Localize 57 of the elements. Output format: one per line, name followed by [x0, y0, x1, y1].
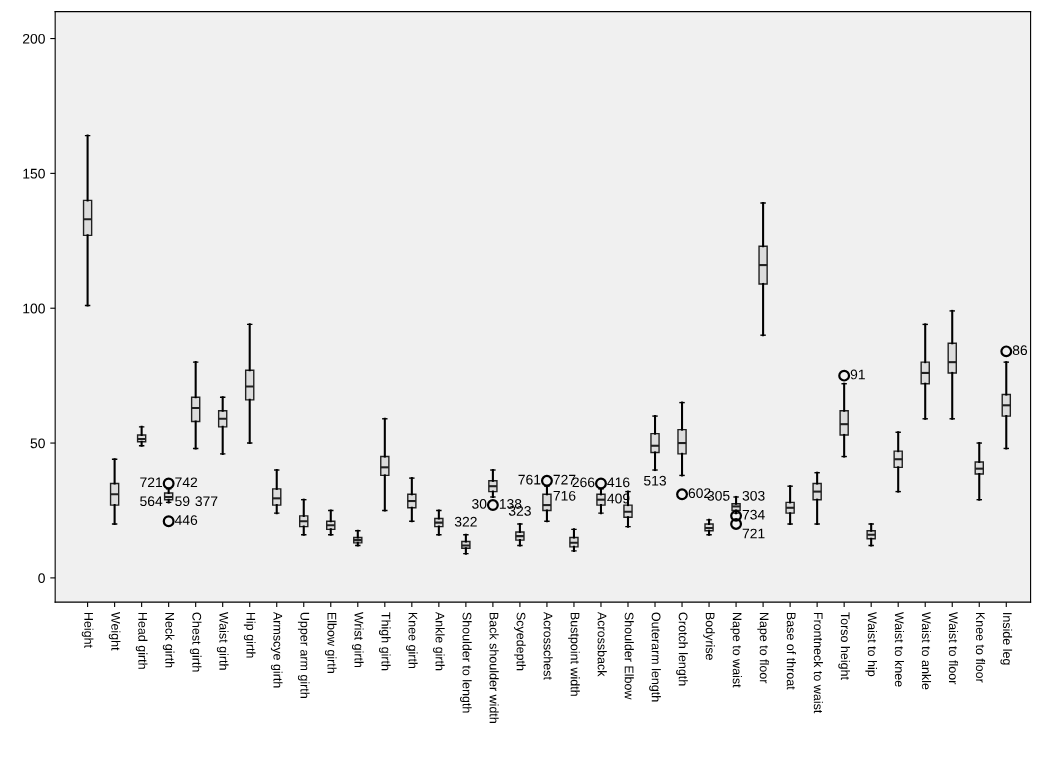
x-tick-label: Inside leg — [1000, 613, 1013, 665]
annotation: 721 — [742, 528, 765, 539]
x-tick-label: Waist girth — [216, 611, 229, 670]
annotation: 91 — [850, 369, 865, 380]
x-tick-label: Acrossback — [597, 611, 607, 677]
x-tick-label: Acrosschest — [543, 611, 553, 680]
x-tick-label: Head girth — [135, 612, 148, 669]
y-tick-label: 150 — [23, 168, 45, 179]
x-tick-label: Crotch length — [676, 612, 688, 686]
annotation: 322 — [454, 516, 477, 527]
x-tick-label: Thigh girth — [378, 612, 391, 671]
y-tick-label: 100 — [23, 303, 45, 314]
x-tick-label: Torso height — [838, 612, 850, 680]
x-tick-label: Elbow girth — [324, 612, 337, 673]
x-tick-label: Scyedepth — [514, 612, 526, 671]
x-tick-label: Neck girth — [162, 612, 175, 668]
x-tick-label: Height — [81, 612, 94, 648]
x-tick-label: Weight — [108, 611, 121, 651]
x-tick-label: Waist to hip — [865, 611, 877, 677]
annotation: 716 — [553, 490, 576, 501]
x-tick-label: Frontneck to waist — [813, 612, 823, 714]
x-tick-label: Base of throat — [786, 612, 796, 690]
x-tick-label: Upper arm girth — [297, 612, 310, 698]
annotation: 30 — [472, 498, 487, 509]
x-tick-label: Knee girth — [406, 612, 418, 669]
x-tick-label: Waist to knee — [894, 611, 905, 687]
y-tick-label: 200 — [22, 33, 45, 44]
annotation: 761 — [518, 474, 541, 485]
x-tick-label: Bodyrise — [703, 612, 715, 660]
x-tick-label: Waist to floor — [948, 611, 959, 685]
x-tick-label: Ankle girth — [433, 611, 445, 671]
x-tick-label: Shoulder to length — [460, 612, 472, 713]
x-tick-label: Hip girth — [243, 612, 256, 658]
annotation: 86 — [1012, 345, 1028, 356]
x-tick-label: Nape to floor — [757, 612, 769, 684]
y-tick-label: 50 — [30, 438, 45, 449]
x-tick-label: Bustpoint width — [568, 612, 580, 696]
annotation: 564 — [140, 496, 163, 507]
annotation: 513 — [643, 475, 666, 486]
annotation: 303 — [742, 490, 765, 501]
x-tick-label: Shoulder Elbow — [624, 612, 634, 700]
x-tick-label: Knee to floor — [975, 612, 986, 683]
x-tick-label: Wrist girth — [351, 611, 364, 668]
x-tick-label: Armscye girth — [270, 611, 283, 688]
x-tick-label: Outerarm length — [649, 612, 661, 702]
annotation: 721 — [140, 477, 163, 488]
annotation: 59 — [175, 496, 190, 507]
x-tick-label: Chest girth — [189, 612, 202, 672]
x-tick-label: Nape to waist — [730, 612, 742, 688]
x-tick-label: Waist to ankle — [921, 611, 932, 690]
annotation: 734 — [742, 509, 765, 520]
annotation: 446 — [174, 515, 198, 525]
annotation: 742 — [175, 477, 198, 488]
annotation: 377 — [195, 496, 218, 507]
x-tick-label: Back shoulder width — [489, 612, 499, 723]
annotation: 416 — [607, 477, 630, 488]
y-tick-label: 0 — [38, 573, 45, 584]
